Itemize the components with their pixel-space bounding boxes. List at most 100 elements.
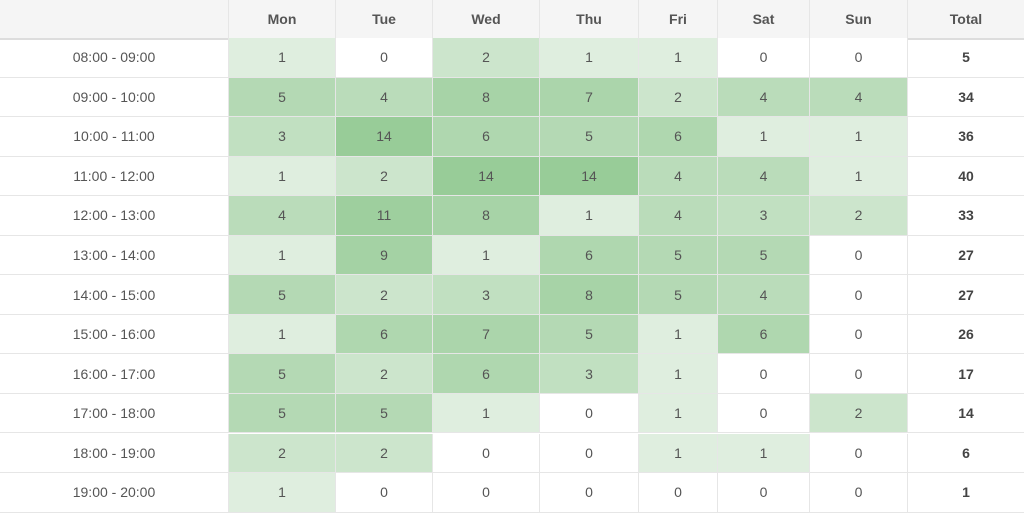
heatmap-cell: 2 — [228, 433, 335, 472]
heatmap-cell: 4 — [809, 77, 907, 117]
heatmap-cell: 0 — [717, 473, 809, 512]
heatmap-cell: 0 — [809, 473, 907, 512]
column-header-thu: Thu — [539, 0, 638, 38]
time-slot-label: 11:00 - 12:00 — [73, 167, 155, 184]
heatmap-cell: 4 — [638, 156, 717, 196]
row-total: 1 — [907, 473, 1024, 512]
table-header: Mon Tue Wed Thu Fri Sat Sun Total — [0, 0, 1024, 40]
heatmap-cell: 5 — [638, 235, 717, 275]
table-row: 19:00 - 20:00 1 0 0 0 0 0 0 1 — [0, 473, 1024, 513]
heatmap-cell: 5 — [717, 235, 809, 275]
heatmap-cell: 8 — [432, 77, 539, 117]
heatmap-cell: 5 — [539, 117, 638, 156]
heatmap-cell: 6 — [335, 314, 432, 354]
column-header-total: Total — [907, 0, 1024, 38]
heatmap-cell: 1 — [539, 196, 638, 235]
column-header-sun: Sun — [809, 0, 907, 38]
heatmap-cell: 5 — [539, 314, 638, 354]
heatmap-cell: 1 — [539, 38, 638, 77]
row-total: 36 — [907, 117, 1024, 156]
heatmap-cell: 1 — [638, 354, 717, 393]
time-slot-label: 16:00 - 17:00 — [72, 365, 156, 382]
row-total: 5 — [907, 38, 1024, 77]
heatmap-cell: 5 — [335, 393, 432, 433]
heatmap-cell: 5 — [228, 275, 335, 314]
heatmap-cell: 6 — [717, 314, 809, 354]
heatmap-cell: 7 — [539, 77, 638, 117]
heatmap-cell: 0 — [717, 354, 809, 393]
table-row: 18:00 - 19:00 2 2 0 0 1 1 0 6 — [0, 433, 1024, 473]
heatmap-cell: 2 — [335, 156, 432, 196]
heatmap-cell: 5 — [228, 77, 335, 117]
heatmap-cell: 7 — [432, 314, 539, 354]
heatmap-cell: 0 — [539, 433, 638, 472]
heatmap-cell: 6 — [638, 117, 717, 156]
heatmap-cell: 4 — [335, 77, 432, 117]
heatmap-cell: 6 — [539, 235, 638, 275]
heatmap-cell: 3 — [432, 275, 539, 314]
table-row: 17:00 - 18:00 5 5 1 0 1 0 2 14 — [0, 393, 1024, 434]
table-row: 08:00 - 09:00 1 0 2 1 1 0 0 5 — [0, 38, 1024, 78]
heatmap-cell: 0 — [717, 38, 809, 77]
table-row: 12:00 - 13:00 4 11 8 1 4 3 2 33 — [0, 196, 1024, 236]
heatmap-cell: 0 — [335, 473, 432, 512]
row-total: 6 — [907, 433, 1024, 472]
table-row: 13:00 - 14:00 1 9 1 6 5 5 0 27 — [0, 235, 1024, 276]
column-header-mon: Mon — [228, 0, 335, 38]
heatmap-cell: 1 — [432, 235, 539, 275]
heatmap-cell: 8 — [539, 275, 638, 314]
heatmap-cell: 1 — [228, 156, 335, 196]
heatmap-cell: 2 — [335, 433, 432, 472]
heatmap-cell: 4 — [717, 275, 809, 314]
heatmap-cell: 4 — [717, 77, 809, 117]
heatmap-cell: 0 — [809, 354, 907, 393]
heatmap-cell: 14 — [432, 156, 539, 196]
column-header-wed: Wed — [432, 0, 539, 38]
heatmap-cell: 1 — [638, 314, 717, 354]
time-slot-label: 17:00 - 18:00 — [72, 405, 156, 422]
heatmap-cell: 2 — [638, 77, 717, 117]
time-slot-label: 12:00 - 13:00 — [72, 207, 156, 224]
heatmap-cell: 6 — [432, 354, 539, 393]
heatmap-cell: 6 — [432, 117, 539, 156]
time-slot-label: 13:00 - 14:00 — [72, 247, 156, 263]
heatmap-cell: 2 — [335, 354, 432, 393]
time-slot-label: 10:00 - 11:00 — [73, 128, 155, 145]
heatmap-cell: 2 — [432, 38, 539, 77]
time-slot-label: 09:00 - 10:00 — [72, 88, 156, 105]
row-total: 26 — [907, 314, 1024, 354]
table-row: 10:00 - 11:00 3 14 6 5 6 1 1 36 — [0, 117, 1024, 157]
heatmap-cell: 3 — [228, 117, 335, 156]
heatmap-cell: 2 — [809, 196, 907, 235]
time-slot-label: 15:00 - 16:00 — [72, 326, 156, 343]
row-total: 34 — [907, 77, 1024, 117]
heatmap-cell: 1 — [717, 117, 809, 156]
table-row: 15:00 - 16:00 1 6 7 5 1 6 0 26 — [0, 314, 1024, 355]
row-total: 27 — [907, 235, 1024, 275]
heatmap-cell: 8 — [432, 196, 539, 235]
row-total: 17 — [907, 354, 1024, 393]
heatmap-cell: 1 — [717, 433, 809, 472]
time-slot-label: 18:00 - 19:00 — [72, 444, 156, 461]
heatmap-cell: 2 — [335, 275, 432, 314]
table-row: 09:00 - 10:00 5 4 8 7 2 4 4 34 — [0, 77, 1024, 118]
heatmap-cell: 5 — [638, 275, 717, 314]
heatmap-cell: 1 — [228, 473, 335, 512]
heatmap-cell: 0 — [717, 393, 809, 433]
heatmap-cell: 14 — [335, 117, 432, 156]
column-header-sat: Sat — [717, 0, 809, 38]
heatmap-cell: 0 — [809, 235, 907, 275]
heatmap-cell: 5 — [228, 393, 335, 433]
heatmap-cell: 1 — [638, 393, 717, 433]
heatmap-cell: 1 — [809, 117, 907, 156]
column-header-tue: Tue — [335, 0, 432, 38]
heatmap-cell: 1 — [809, 156, 907, 196]
heatmap-cell: 1 — [638, 433, 717, 472]
table-row: 11:00 - 12:00 1 2 14 14 4 4 1 40 — [0, 156, 1024, 197]
heatmap-cell: 3 — [539, 354, 638, 393]
heatmap-cell: 5 — [228, 354, 335, 393]
heatmap-cell: 1 — [638, 38, 717, 77]
column-header-fri: Fri — [638, 0, 717, 38]
heatmap-cell: 1 — [228, 235, 335, 275]
